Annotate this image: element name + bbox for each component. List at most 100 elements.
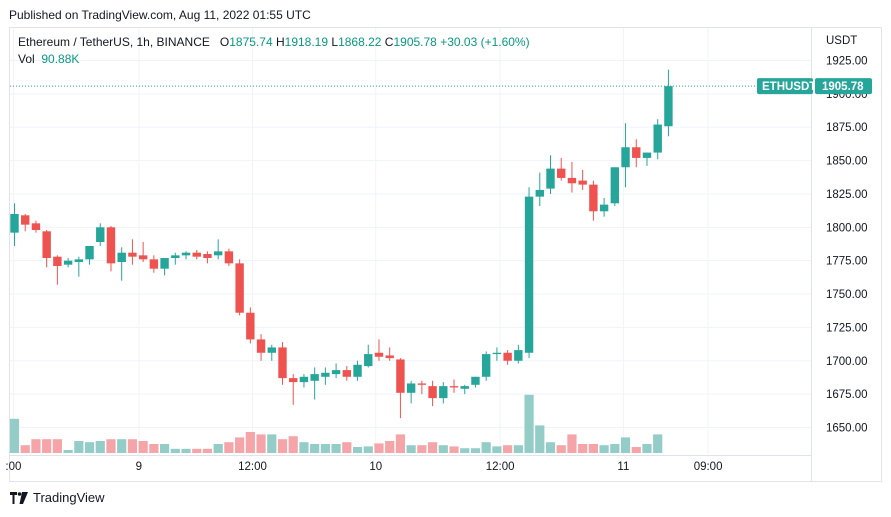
y-tick-label: 1725.00 [826, 322, 868, 334]
y-tick-label: 1700.00 [826, 356, 868, 368]
candle-body [578, 180, 587, 185]
candle-body [63, 260, 73, 265]
candle-body [224, 251, 234, 264]
candle-body [310, 374, 319, 381]
close-label: C [384, 35, 394, 49]
candle-body [160, 258, 169, 269]
candle-body [299, 376, 309, 383]
candle-body [256, 339, 266, 353]
volume-legend: Vol 90.88K [18, 52, 79, 66]
price-tag [815, 78, 872, 95]
volume-bar [159, 444, 170, 453]
volume-label: Vol [18, 52, 35, 66]
volume-bar [578, 444, 588, 453]
candle-body [278, 347, 287, 379]
candle-body [417, 383, 427, 385]
candle-body [267, 347, 276, 353]
candle-body [385, 355, 394, 359]
volume-bar [320, 444, 330, 453]
candle-body [492, 352, 502, 355]
chart-frame[interactable] [9, 27, 882, 482]
x-tick-label: 12:00 [486, 461, 515, 473]
volume-bar [385, 441, 395, 453]
volume-bar [310, 444, 320, 453]
candle-body [653, 124, 662, 153]
y-tick-label: 1675.00 [826, 389, 868, 401]
candle-body [632, 147, 641, 158]
candle-body [171, 255, 180, 259]
volume-bar [52, 439, 62, 453]
volume-bar [267, 434, 277, 453]
close-value: 1905.78 [393, 35, 437, 49]
tradingview-brand: TradingView [33, 490, 105, 505]
volume-bar [9, 418, 20, 453]
volume-bar [127, 439, 138, 453]
candle-body [289, 378, 298, 383]
candle-body [181, 252, 191, 256]
volume-bar [395, 434, 406, 453]
volume-bar [192, 448, 202, 453]
candle-body [106, 227, 116, 264]
volume-bar [235, 437, 245, 453]
candle-body [364, 354, 373, 367]
volume-bar [642, 444, 652, 453]
volume-bar [224, 442, 234, 453]
volume-bar [620, 437, 631, 453]
volume-bar [117, 439, 127, 453]
candle-body [246, 312, 255, 340]
volume-bar [352, 447, 363, 453]
low-value: 1868.22 [338, 35, 382, 49]
tradingview-footer[interactable]: TradingView [10, 490, 105, 505]
y-tick-label: 1925.00 [826, 56, 868, 68]
candle-body [664, 86, 673, 127]
candle-body [589, 184, 598, 212]
candle-body [599, 204, 609, 212]
symbol-tag [757, 78, 813, 95]
candle-body [213, 251, 223, 256]
candle-body [53, 256, 62, 267]
tradingview-logo-icon [10, 491, 28, 504]
x-tick-label: :00 [5, 461, 21, 473]
candle-body [353, 364, 362, 377]
volume-bar [556, 445, 566, 453]
candle-body [460, 386, 469, 389]
volume-bar [288, 436, 298, 453]
volume-bar [524, 394, 534, 453]
candle-body [42, 231, 51, 259]
x-tick-label: 09:00 [694, 461, 723, 473]
volume-bar [363, 446, 373, 453]
volume-bar [256, 434, 266, 453]
candle-body [74, 259, 84, 263]
volume-bar [438, 445, 448, 453]
y-tick-label: 1850.00 [826, 156, 868, 168]
open-label: O [219, 35, 230, 49]
volume-bar [374, 443, 384, 453]
y-tick-label: 1875.00 [826, 122, 868, 134]
candle-body [449, 386, 459, 388]
x-tick-label: 11 [617, 461, 629, 473]
volume-bar [535, 425, 545, 453]
candle-body [557, 168, 566, 178]
volume-bar [567, 434, 577, 453]
volume-bar [599, 445, 609, 453]
volume-bar [492, 446, 502, 453]
price-tag-label: 1905.78 [822, 81, 864, 93]
volume-bar [149, 444, 159, 453]
candle-body [331, 370, 341, 375]
volume-bar [470, 448, 481, 453]
y-axis-unit: USDT [826, 35, 857, 47]
high-value: 1918.19 [284, 35, 329, 49]
symbol-legend: Ethereum / TetherUS, 1h, BINANCE O1875.7… [18, 35, 530, 49]
candle-body [503, 352, 512, 361]
volume-bar [588, 444, 598, 453]
candle-body [342, 370, 352, 377]
candle-body [31, 223, 41, 230]
y-tick-label: 1800.00 [826, 222, 868, 234]
volume-bar [20, 445, 30, 453]
candle-body [128, 252, 137, 257]
candle-body [514, 350, 523, 361]
volume-bar [213, 444, 223, 453]
candle-body [149, 259, 159, 269]
candle-body [481, 354, 491, 377]
